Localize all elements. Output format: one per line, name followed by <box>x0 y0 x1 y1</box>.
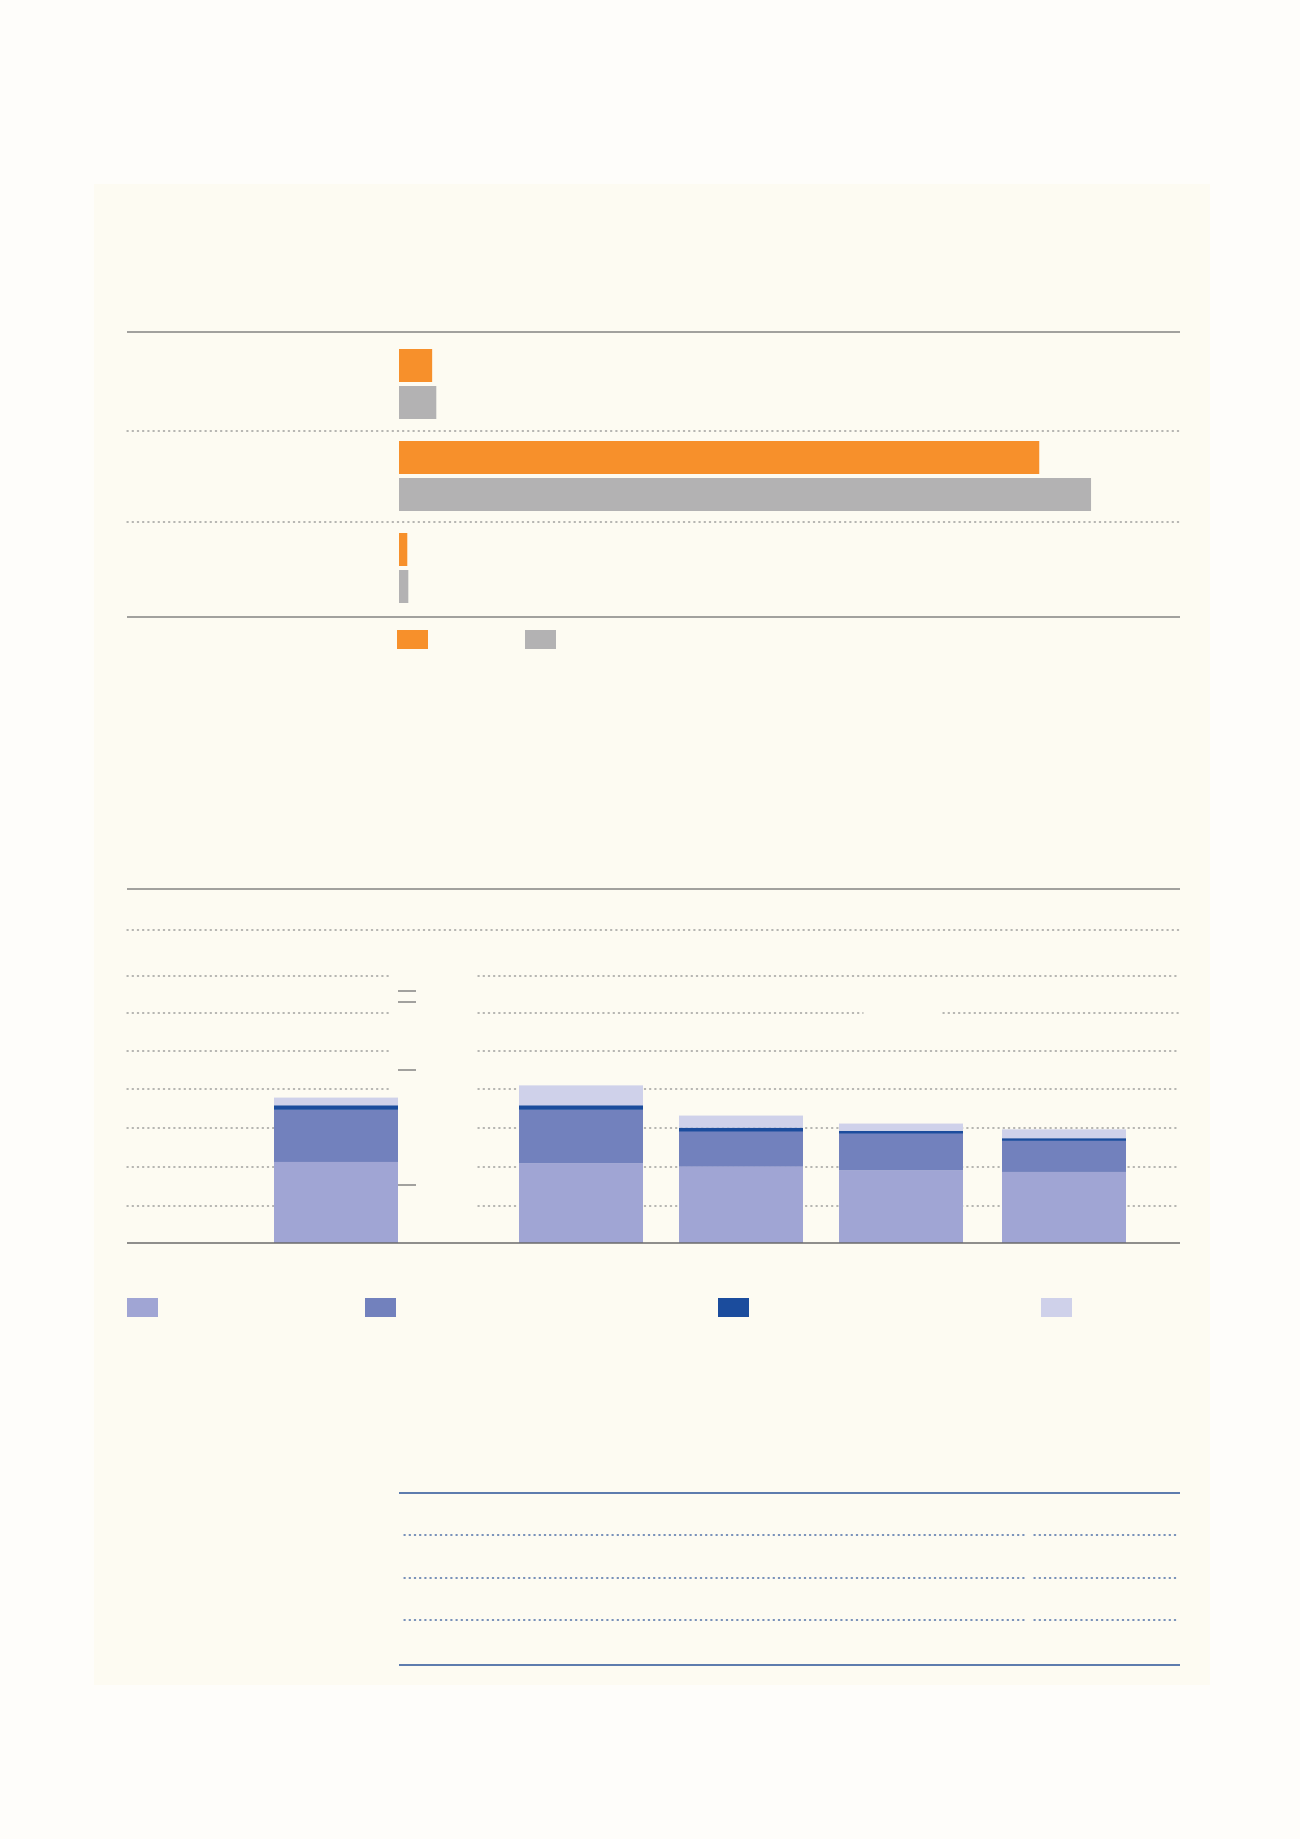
chart1-bar-grey <box>399 386 437 419</box>
chart2-bar-segment-dark_blue <box>1002 1138 1126 1141</box>
chart2-legend-swatch-light-blue <box>127 1298 158 1317</box>
chart2-bar-segment-dark_blue <box>679 1127 803 1132</box>
chart1-bar-orange <box>399 533 408 566</box>
chart2-bar-segment-dark_blue <box>274 1105 398 1110</box>
chart2-bar-segment-mid_blue <box>1002 1140 1126 1172</box>
chart2-bar-segment-dark_blue <box>519 1105 643 1110</box>
chart2-legend-swatch-dark-blue <box>718 1298 749 1317</box>
chart2-bar-segment-light_blue <box>839 1170 963 1243</box>
chart1-bar-grey <box>399 478 1092 511</box>
chart1-legend-swatch-orange <box>397 630 428 649</box>
chart2-bar-segment-mid_blue <box>839 1133 963 1171</box>
chart1-bar-orange <box>399 349 433 382</box>
report-panel <box>94 184 1210 1685</box>
chart2-bar-segment-mid_blue <box>519 1109 643 1164</box>
chart1-legend-swatch-grey <box>525 630 556 649</box>
chart2-bar-segment-light_blue <box>274 1161 398 1243</box>
chart2-bar-segment-pale_blue <box>679 1115 803 1128</box>
chart2-bar-segment-pale_blue <box>274 1097 398 1106</box>
chart1-bar-grey <box>399 570 409 603</box>
chart1-bar-orange <box>399 441 1040 474</box>
chart2-bar-segment-light_blue <box>679 1166 803 1243</box>
chart2-bar-segment-pale_blue <box>519 1085 643 1106</box>
chart2-bar-segment-pale_blue <box>839 1123 963 1131</box>
chart2-bar-segment-mid_blue <box>679 1131 803 1167</box>
chart2-legend-swatch-mid-blue <box>365 1298 396 1317</box>
chart2-bar-segment-light_blue <box>1002 1171 1126 1243</box>
chart2-legend-swatch-pale-blue <box>1041 1298 1072 1317</box>
chart2-bar-segment-mid_blue <box>274 1109 398 1162</box>
chart2-bar-segment-dark_blue <box>839 1130 963 1134</box>
chart2-bar-segment-pale_blue <box>1002 1129 1126 1139</box>
chart2-bar-segment-light_blue <box>519 1163 643 1243</box>
